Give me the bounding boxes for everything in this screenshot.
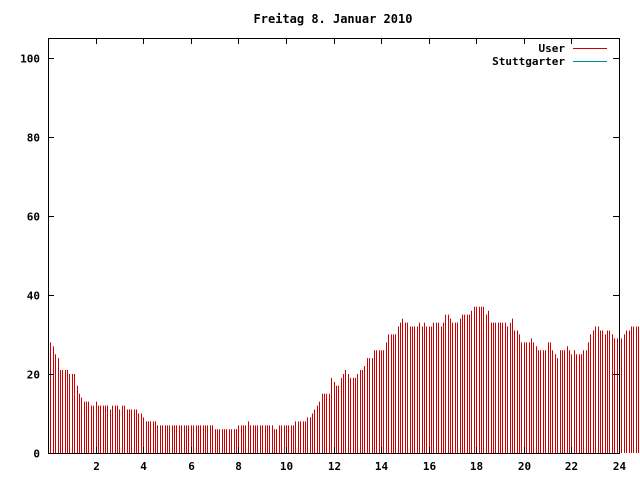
y-tick-label: 20	[27, 369, 40, 382]
bar-group	[48, 306, 639, 453]
x-axis: 2 4 6 8 10 12 14 16 18 20 22 24	[93, 38, 626, 473]
x-tick-label: 12	[328, 460, 341, 473]
y-axis: 0 20 40 60 80 100	[20, 53, 619, 461]
y-tick-label: 0	[33, 448, 40, 461]
y-tick-label: 100	[20, 53, 40, 66]
y-tick-label: 60	[27, 211, 40, 224]
y-tick-label: 40	[27, 290, 40, 303]
x-tick-label: 14	[375, 460, 389, 473]
x-tick-label: 16	[423, 460, 437, 473]
legend-label: Stuttgarter	[492, 55, 565, 68]
x-tick-label: 18	[470, 460, 483, 473]
chart-title: Freitag 8. Januar 2010	[254, 12, 413, 26]
x-tick-label: 10	[280, 460, 293, 473]
x-tick-label: 8	[235, 460, 242, 473]
x-tick-label: 4	[140, 460, 147, 473]
x-tick-label: 20	[518, 460, 531, 473]
x-tick-label: 24	[613, 460, 627, 473]
legend-label: User	[539, 42, 566, 55]
x-tick-label: 6	[188, 460, 195, 473]
x-tick-label: 22	[565, 460, 578, 473]
x-tick-label: 2	[93, 460, 100, 473]
y-tick-label: 80	[27, 132, 40, 145]
